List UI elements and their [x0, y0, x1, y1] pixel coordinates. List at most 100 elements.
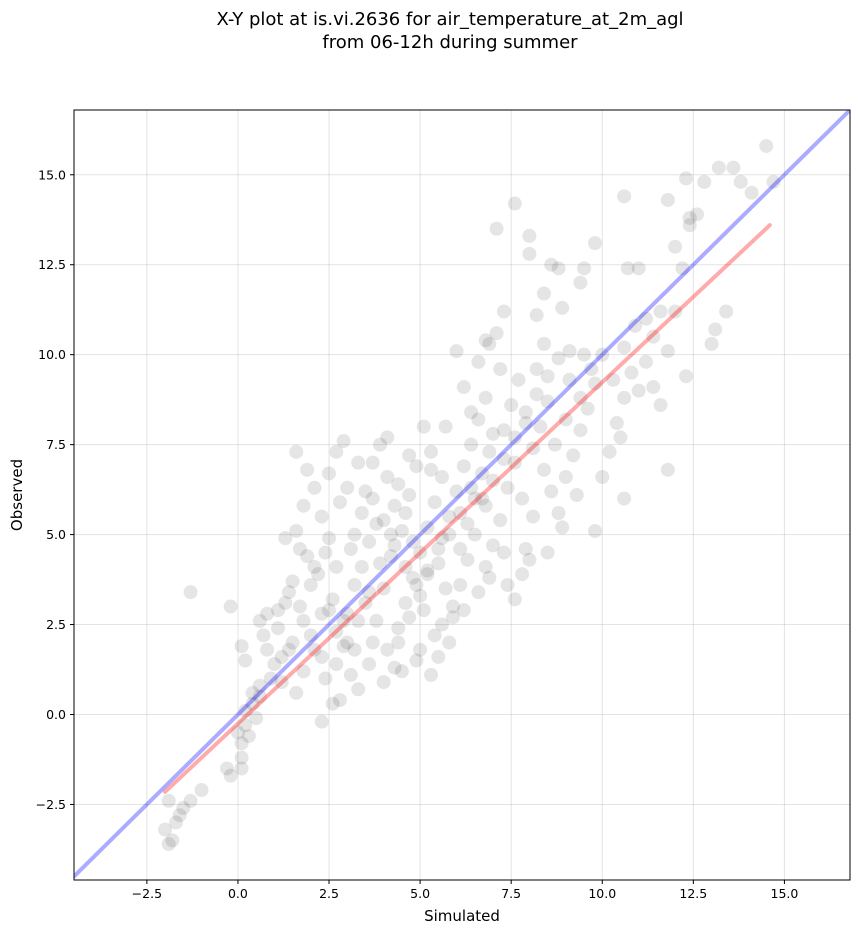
- data-point: [475, 491, 490, 506]
- data-point: [354, 505, 369, 520]
- data-point: [234, 736, 249, 751]
- x-tick-label: 5.0: [410, 886, 430, 901]
- data-point: [493, 513, 508, 528]
- data-point: [402, 488, 417, 502]
- data-point: [325, 592, 340, 607]
- data-point: [456, 603, 471, 618]
- data-point: [711, 160, 726, 175]
- x-axis-ticks: −2.5 0.0 2.5 5.0 7.5 10.0 12.5 15.0: [132, 880, 798, 901]
- data-point: [427, 495, 442, 510]
- data-point: [172, 808, 187, 823]
- data-point: [482, 444, 497, 459]
- y-tick-label: 7.5: [46, 437, 66, 452]
- data-point: [394, 523, 409, 538]
- data-point: [573, 275, 588, 290]
- data-point: [424, 667, 439, 682]
- data-point: [285, 635, 300, 650]
- data-point: [551, 505, 566, 520]
- data-point: [577, 261, 592, 276]
- data-point: [482, 336, 497, 351]
- data-point: [529, 308, 544, 323]
- data-point: [402, 448, 417, 463]
- data-point: [478, 498, 493, 513]
- data-point: [285, 574, 300, 589]
- data-point: [467, 527, 482, 542]
- data-point: [358, 484, 373, 499]
- data-point: [311, 567, 326, 582]
- identity-line: [74, 110, 850, 879]
- data-point: [303, 628, 318, 643]
- data-point: [307, 480, 322, 495]
- data-point: [376, 581, 391, 596]
- data-point: [387, 538, 402, 553]
- data-point: [343, 541, 358, 556]
- data-point: [496, 304, 511, 319]
- data-point: [405, 570, 420, 585]
- data-point: [252, 678, 267, 693]
- data-point: [176, 801, 191, 816]
- data-point: [551, 351, 566, 366]
- data-point: [558, 412, 573, 427]
- data-point: [489, 326, 504, 341]
- data-point: [365, 635, 380, 650]
- data-point: [267, 657, 282, 672]
- data-point: [318, 545, 333, 560]
- data-point: [431, 541, 446, 556]
- data-point: [587, 376, 602, 391]
- data-point: [453, 505, 468, 520]
- data-point: [383, 549, 398, 564]
- data-point: [234, 761, 249, 776]
- data-point: [544, 484, 559, 499]
- data-point: [340, 480, 355, 495]
- data-point: [526, 441, 541, 456]
- data-point: [445, 599, 460, 614]
- data-point: [358, 595, 373, 610]
- data-point: [424, 444, 439, 459]
- data-point: [515, 567, 530, 582]
- data-point: [434, 470, 449, 485]
- data-point: [318, 671, 333, 686]
- data-point: [387, 498, 402, 513]
- data-point: [278, 531, 293, 546]
- chart-title-line2: from 06-12h during summer: [322, 32, 578, 53]
- data-point: [289, 444, 304, 459]
- data-point: [580, 401, 595, 416]
- data-point: [332, 693, 347, 708]
- data-point: [165, 833, 180, 848]
- data-point: [682, 210, 697, 225]
- data-point: [602, 444, 617, 459]
- data-point: [511, 372, 526, 387]
- data-point: [362, 657, 377, 672]
- data-point: [434, 617, 449, 632]
- data-point: [169, 815, 184, 830]
- data-point: [471, 412, 486, 427]
- data-point: [402, 610, 417, 625]
- data-point: [679, 369, 694, 384]
- data-point: [292, 599, 307, 614]
- data-point: [438, 581, 453, 596]
- x-tick-label: 0.0: [228, 886, 248, 901]
- data-point: [453, 577, 468, 592]
- data-point: [500, 577, 515, 592]
- data-point: [409, 653, 424, 668]
- data-point: [460, 552, 475, 567]
- data-point: [496, 452, 511, 467]
- data-point: [271, 603, 286, 618]
- data-point: [183, 793, 198, 808]
- data-point: [522, 246, 537, 261]
- data-point: [766, 174, 781, 189]
- data-point: [624, 365, 639, 380]
- data-point: [759, 138, 774, 153]
- data-point: [161, 793, 176, 808]
- data-point: [507, 196, 522, 211]
- data-point: [387, 660, 402, 675]
- data-point: [307, 559, 322, 574]
- data-point: [558, 470, 573, 485]
- data-point: [540, 545, 555, 560]
- data-point: [376, 675, 391, 690]
- data-point: [445, 610, 460, 625]
- data-point: [223, 768, 238, 783]
- data-point: [245, 685, 260, 700]
- data-point: [329, 559, 344, 574]
